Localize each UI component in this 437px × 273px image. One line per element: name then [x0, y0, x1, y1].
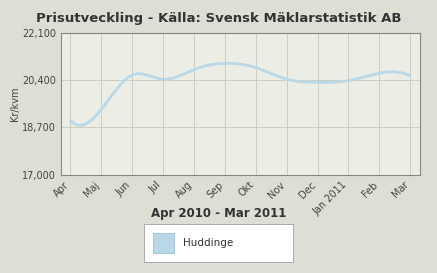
Y-axis label: Kr/kvm: Kr/kvm: [10, 87, 20, 121]
Text: Prisutveckling - Källa: Svensk Mäklarstatistik AB: Prisutveckling - Källa: Svensk Mäklarsta…: [36, 12, 401, 25]
Text: Huddinge: Huddinge: [183, 238, 233, 248]
Bar: [153, 233, 174, 253]
Text: Apr 2010 - Mar 2011: Apr 2010 - Mar 2011: [151, 207, 286, 221]
